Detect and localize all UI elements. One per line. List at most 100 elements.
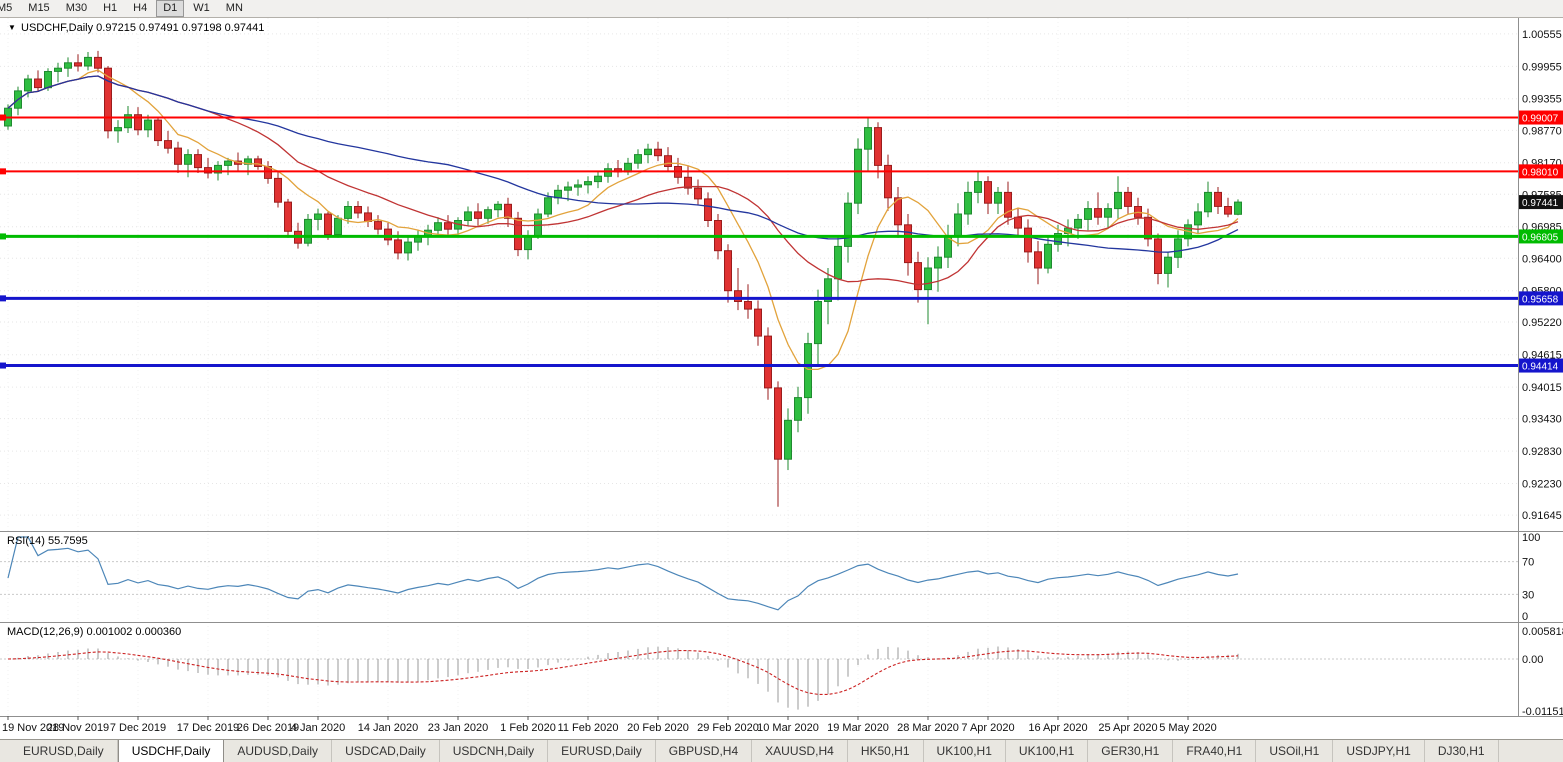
chart-tab-XAUUSD-H4[interactable]: XAUUSD,H4 (752, 740, 848, 762)
line-price-tag (1519, 110, 1563, 125)
candle-body (644, 148, 652, 156)
candle-body (464, 211, 472, 221)
chart-tab-FRA40-H1[interactable]: FRA40,H1 (1173, 740, 1257, 762)
candle-body (404, 241, 412, 254)
chart-tab-EURUSD-Daily[interactable]: EURUSD,Daily (10, 740, 118, 762)
timeframe-button-M5[interactable]: M5 (0, 2, 13, 14)
timeframe-button-MN[interactable]: MN (225, 2, 243, 14)
candle-body (1084, 208, 1092, 220)
candle-body (764, 335, 772, 389)
chart-tab-UK100-H1[interactable]: UK100,H1 (1006, 740, 1089, 762)
chart-tab-USDCHF-Daily[interactable]: USDCHF,Daily (117, 740, 225, 762)
candle-body (94, 56, 102, 69)
candle-body (774, 387, 782, 460)
candle-body (1034, 251, 1042, 269)
candle-body (684, 176, 692, 189)
timeframe-toolbar: M5 M15 M30 H1 H4 D1 W1 MN (0, 0, 1563, 18)
candle-body (1194, 211, 1202, 226)
candle-body (574, 184, 582, 188)
chart-tab-USOil-H1[interactable]: USOil,H1 (1256, 740, 1334, 762)
chart-tab-GBPUSD-H4[interactable]: GBPUSD,H4 (656, 740, 753, 762)
candle-body (354, 206, 362, 214)
chart-tab-EURUSD-Daily[interactable]: EURUSD,Daily (548, 740, 656, 762)
timeframe-button-M30[interactable]: M30 (65, 2, 88, 14)
date-axis[interactable] (0, 717, 1563, 739)
candle-body (434, 222, 442, 231)
price-scale-label: 0.96400 (1522, 253, 1562, 265)
main-chart-plot[interactable] (0, 18, 1518, 531)
symbol-collapse-icon[interactable]: ▼ (8, 23, 16, 32)
macd-layer (0, 646, 1518, 710)
rsi-line (7, 536, 1239, 611)
date-axis-label: 16 Apr 2020 (1028, 722, 1087, 734)
timeframe-button-H1[interactable]: H1 (103, 2, 118, 14)
timeframe-button-W1[interactable]: W1 (193, 2, 210, 14)
timeframe-button-D1[interactable]: D1 (156, 0, 185, 17)
candle-body (694, 187, 702, 200)
candle-body (314, 213, 322, 220)
candle-body (214, 164, 222, 174)
chart-tab-HK50-H1[interactable]: HK50,H1 (848, 740, 924, 762)
candle-body (814, 301, 822, 345)
line-left-marker[interactable] (0, 233, 6, 240)
line-left-marker[interactable] (0, 114, 6, 121)
candle-body (34, 78, 42, 89)
price-scale-label: 0.92830 (1522, 446, 1562, 458)
candle-body (664, 155, 672, 167)
chart-tab-AUDUSD-Daily[interactable]: AUDUSD,Daily (224, 740, 333, 762)
candle-body (594, 175, 602, 183)
candle-body (804, 343, 812, 399)
rsi-panel[interactable] (0, 532, 1518, 621)
candle-body (724, 250, 732, 292)
chart-tab-USDCNH-Daily[interactable]: USDCNH,Daily (440, 740, 549, 762)
candle-body (1004, 191, 1012, 218)
chart-tab-GER30-H1[interactable]: GER30,H1 (1088, 740, 1174, 762)
date-axis-label: 1 Feb 2020 (500, 722, 556, 734)
candle-body (334, 217, 342, 236)
line-price-tag-text: 0.94414 (1522, 362, 1559, 373)
candle-body (1214, 191, 1222, 207)
candle-body (394, 239, 402, 254)
candle-body (304, 218, 312, 244)
rsi-header: RSI(14) 55.7595 (7, 535, 88, 547)
candle-body (74, 62, 82, 67)
price-scale-label: 0.93430 (1522, 414, 1562, 426)
candle-body (954, 213, 962, 237)
candle-body (834, 245, 842, 280)
date-axis-label: 28 Mar 2020 (897, 722, 959, 734)
candle-body (514, 217, 522, 251)
candle-body (744, 301, 752, 310)
timeframe-button-M15[interactable]: M15 (28, 2, 50, 14)
candle-body (324, 213, 332, 235)
current-price-tag (1519, 195, 1563, 210)
candle-body (284, 201, 292, 232)
chart-tab-UK100-H1[interactable]: UK100,H1 (924, 740, 1006, 762)
rsi-scale-label: 0 (1522, 611, 1528, 623)
candle-body (484, 209, 492, 219)
candle-body (174, 147, 182, 165)
candle-body (494, 203, 502, 211)
date-axis-label: 19 Nov 2019 (2, 722, 64, 734)
chart-tab-USDJPY-H1[interactable]: USDJPY,H1 (1333, 740, 1425, 762)
chart-tab-DJ30-H1[interactable]: DJ30,H1 (1425, 740, 1499, 762)
date-axis-label: 14 Jan 2020 (358, 722, 419, 734)
candle-body (924, 267, 932, 291)
date-axis-label: 7 Dec 2019 (110, 722, 166, 734)
line-left-marker[interactable] (0, 362, 6, 369)
candle-body (1154, 238, 1162, 274)
candle-body (1144, 216, 1152, 240)
chart-tab-USDCAD-Daily[interactable]: USDCAD,Daily (332, 740, 440, 762)
date-axis-label: 19 Mar 2020 (827, 722, 889, 734)
candle-body (1164, 256, 1172, 274)
candle-body (114, 127, 122, 132)
line-left-marker[interactable] (0, 295, 6, 302)
line-left-marker[interactable] (0, 168, 6, 175)
candle-body (844, 202, 852, 247)
timeframe-button-H4[interactable]: H4 (133, 2, 148, 14)
candle-body (374, 221, 382, 230)
macd-panel[interactable] (0, 623, 1518, 715)
line-price-tag (1519, 358, 1563, 373)
candle-body (64, 62, 72, 69)
price-scale-label: 0.91645 (1522, 510, 1562, 522)
